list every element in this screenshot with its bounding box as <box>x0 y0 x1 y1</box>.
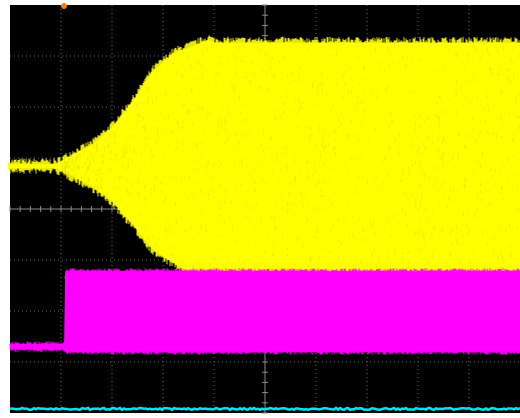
cyan-channel-trace <box>9 406 520 412</box>
yellow-channel-trace <box>9 35 520 283</box>
waveform-traces <box>9 35 520 412</box>
channel1-ground-marker[interactable] <box>8 162 14 171</box>
magenta-channel-trace <box>9 268 520 355</box>
trigger-position-marker[interactable] <box>61 3 67 9</box>
trace-noise <box>9 268 520 355</box>
trace-line <box>9 406 520 412</box>
trace-fill <box>10 39 520 278</box>
markers <box>8 3 67 171</box>
trace-fill <box>10 271 520 352</box>
